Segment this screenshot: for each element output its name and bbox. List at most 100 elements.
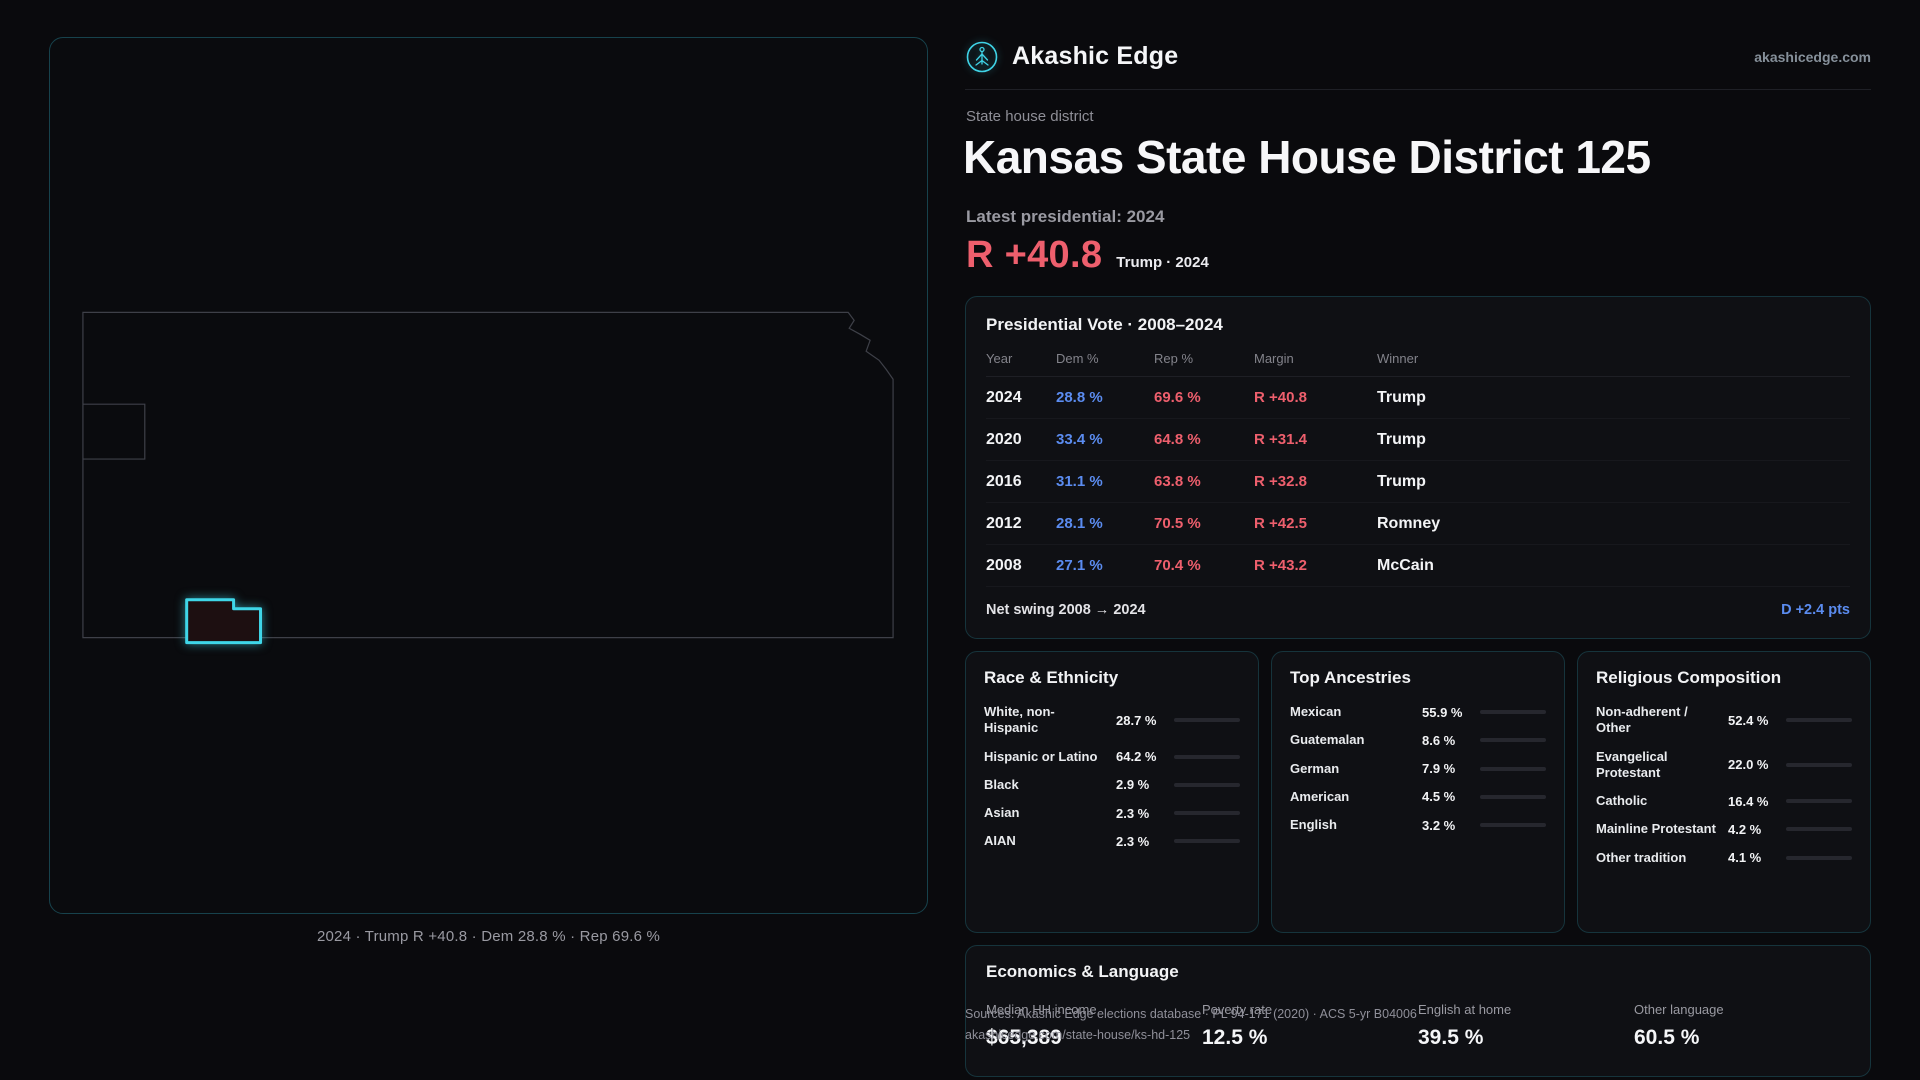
row-label: Black	[984, 776, 1019, 792]
row-value: 8.6 %	[1422, 732, 1456, 748]
map-panel	[49, 37, 928, 914]
row-value: 4.5 %	[1422, 789, 1456, 805]
margin-cell: R +40.8	[1254, 389, 1307, 406]
economics-stats: Median HH income $65,389 Poverty rate 12…	[986, 1002, 1850, 1050]
row-label: White, non-Hispanic	[984, 704, 1055, 736]
state-outline	[82, 311, 894, 639]
dem-cell: 27.1 %	[1056, 557, 1103, 574]
row-label: German	[1290, 760, 1340, 776]
ancestries-card: Top Ancestries Mexican 55.9 % Guatemalan…	[1271, 651, 1565, 933]
row-value: 64.2 %	[1116, 749, 1157, 765]
row-value: 2.9 %	[1116, 777, 1150, 793]
row-bar	[1174, 811, 1240, 816]
stat-label: Median HH income	[986, 1002, 1097, 1017]
kicker-label: State house district	[966, 108, 1094, 125]
presidential-vote-card: Presidential Vote · 2008–2024 Year Dem %…	[965, 296, 1871, 639]
winner-cell: McCain	[1377, 556, 1434, 574]
row-value: 22.0 %	[1728, 757, 1769, 773]
list-item: Guatemalan 8.6 %	[1290, 726, 1546, 754]
row-value: 3.2 %	[1422, 817, 1456, 833]
race-ethnicity-card: Race & Ethnicity White, non-Hispanic 28.…	[965, 651, 1259, 933]
winner-cell: Trump	[1377, 388, 1426, 406]
brand-domain: akashicedge.com	[1754, 48, 1871, 65]
dem-cell: 33.4 %	[1056, 431, 1103, 448]
row-bar	[1174, 754, 1240, 759]
brand: Akashic Edge	[965, 40, 1178, 74]
rep-cell: 63.8 %	[1154, 473, 1201, 490]
district-125-shape[interactable]	[185, 598, 263, 645]
economics-card-title: Economics & Language	[986, 962, 1179, 981]
margin-cell: R +31.4	[1254, 431, 1307, 448]
stat-value: 60.5 %	[1634, 1026, 1700, 1049]
list-item: American 4.5 %	[1290, 783, 1546, 811]
row-label: Other tradition	[1596, 849, 1687, 865]
row-label: Guatemalan	[1290, 732, 1365, 748]
row-label: Asian	[984, 805, 1020, 820]
table-row: 2008 27.1 % 70.4 % R +43.2 McCain	[986, 545, 1850, 587]
row-bar	[1786, 762, 1852, 767]
table-row: 2024 28.8 % 69.6 % R +40.8 Trump	[986, 377, 1850, 419]
page-title: Kansas State House District 125	[963, 131, 1651, 183]
net-swing-value: D +2.4 pts	[1781, 602, 1850, 618]
list-item: Evangelical Protestant 22.0 %	[1596, 743, 1852, 788]
margin-cell: R +32.8	[1254, 473, 1307, 490]
row-bar	[1480, 710, 1546, 715]
religion-rows: Non-adherent / Other 52.4 % Evangelical …	[1596, 698, 1852, 872]
list-item: AIAN 2.3 %	[984, 827, 1240, 855]
table-row: 2020 33.4 % 64.8 % R +31.4 Trump	[986, 419, 1850, 461]
row-label: AIAN	[984, 833, 1016, 849]
row-value: 4.2 %	[1728, 821, 1762, 837]
list-item: Black 2.9 %	[984, 771, 1240, 799]
col-rep: Rep %	[1154, 351, 1194, 366]
race-card-title: Race & Ethnicity	[984, 668, 1119, 687]
map-caption: 2024 · Trump R +40.8 · Dem 28.8 % · Rep …	[316, 928, 661, 945]
row-label: Evangelical Protestant	[1596, 748, 1668, 780]
ancestries-rows: Mexican 55.9 % Guatemalan 8.6 % German 7…	[1290, 698, 1546, 839]
latest-presidential-label: Latest presidential: 2024	[966, 207, 1165, 226]
table-row: 2016 31.1 % 63.8 % R +32.8 Trump	[986, 461, 1850, 503]
list-item: Asian 2.3 %	[984, 799, 1240, 827]
headline-margin-context: Trump · 2024	[1116, 254, 1209, 271]
row-bar	[1786, 799, 1852, 804]
row-value: 52.4 %	[1728, 712, 1769, 728]
religion-card: Religious Composition Non-adherent / Oth…	[1577, 651, 1871, 933]
row-bar	[1786, 718, 1852, 723]
west-district-outline	[82, 403, 146, 460]
row-value: 4.1 %	[1728, 850, 1762, 866]
presidential-table-header: Year Dem % Rep % Margin Winner	[986, 347, 1850, 377]
winner-cell: Trump	[1377, 430, 1426, 448]
row-label: Catholic	[1596, 793, 1648, 808]
row-bar	[1480, 823, 1546, 828]
list-item: Hispanic or Latino 64.2 %	[984, 743, 1240, 771]
col-dem: Dem %	[1056, 351, 1099, 366]
kansas-map	[82, 311, 894, 645]
margin-cell: R +42.5	[1254, 515, 1307, 532]
net-swing-label: Net swing 2008 → 2024	[986, 602, 1146, 618]
net-swing-row: Net swing 2008 → 2024 D +2.4 pts	[986, 587, 1850, 618]
race-rows: White, non-Hispanic 28.7 % Hispanic or L…	[984, 698, 1240, 856]
rep-cell: 70.4 %	[1154, 557, 1201, 574]
stat-block: Poverty rate 12.5 %	[1202, 1002, 1418, 1050]
list-item: Non-adherent / Other 52.4 %	[1596, 698, 1852, 743]
dem-cell: 28.8 %	[1056, 389, 1103, 406]
stat-label: Other language	[1634, 1002, 1724, 1017]
stat-block: English at home 39.5 %	[1418, 1002, 1634, 1050]
row-bar	[1480, 738, 1546, 743]
row-label: Non-adherent / Other	[1596, 704, 1688, 736]
presidential-card-title: Presidential Vote · 2008–2024	[986, 315, 1223, 334]
row-label: Hispanic or Latino	[984, 748, 1098, 764]
row-bar	[1480, 766, 1546, 771]
col-margin: Margin	[1254, 351, 1294, 366]
religion-card-title: Religious Composition	[1596, 668, 1782, 687]
stat-block: Other language 60.5 %	[1634, 1002, 1850, 1050]
row-bar	[1786, 827, 1852, 832]
row-label: Mexican	[1290, 704, 1342, 719]
row-label: Mainline Protestant	[1596, 821, 1716, 837]
demographics-row: Race & Ethnicity White, non-Hispanic 28.…	[965, 651, 1871, 933]
list-item: English 3.2 %	[1290, 811, 1546, 839]
row-bar	[1480, 794, 1546, 799]
stat-value: $65,389	[986, 1026, 1062, 1049]
permalink: akashicedge.com/state-house/ks-hd-125	[965, 1028, 1191, 1042]
economics-card: Economics & Language Median HH income $6…	[965, 945, 1871, 1077]
